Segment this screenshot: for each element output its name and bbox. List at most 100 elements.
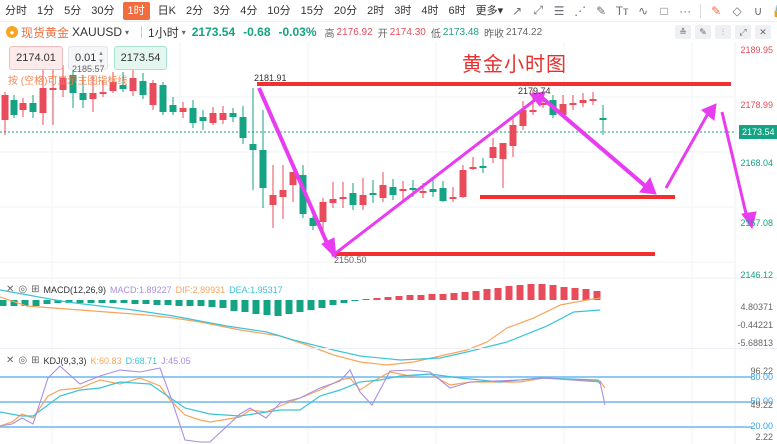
close-indicator-icon[interactable]: ✕ <box>6 284 15 295</box>
quantity-stepper[interactable]: ▲ ▼ <box>98 51 104 65</box>
dif-value: DIF:2.89931 <box>175 284 226 295</box>
price-change-pct: -0.03% <box>278 25 317 39</box>
macd-value: MACD:1.89227 <box>110 284 172 295</box>
d-value: D:68.71 <box>125 355 158 366</box>
quantity-input[interactable]: 0.01 ▲ ▼ <box>68 46 108 70</box>
timeframe-tab[interactable]: 5分 <box>64 4 82 17</box>
y-axis-label: 2189.95 <box>740 45 773 55</box>
timeframe-tab[interactable]: 3时 <box>394 4 412 17</box>
high-label: 高 <box>324 28 335 40</box>
magnet-icon[interactable]: ∪ <box>753 3 763 18</box>
sell-price-button[interactable]: 2174.01 <box>9 46 63 70</box>
prev-close-value: 2174.22 <box>506 26 543 38</box>
y-axis-label: 2168.04 <box>740 158 773 168</box>
timeframe-list: 分时 1分 5分 30分 1时 日K 2分 3分 4分 10分 15分 20分 2时 3时 4时 6时 更多▾ <box>0 1 508 20</box>
kdj-axis-mid-b: 49.22 <box>750 400 773 410</box>
k-value: K:60.83 <box>90 355 122 366</box>
text-icon[interactable]: Tт <box>615 3 629 18</box>
fullscreen-button[interactable]: ⤢ <box>735 25 751 39</box>
timeframe-tab[interactable]: 日K <box>157 4 176 17</box>
buy-price-button[interactable]: 2173.54 <box>114 46 167 70</box>
recent-high-annotation: 2179.74 <box>518 86 551 96</box>
high-annotation: 2181.91 <box>254 73 287 83</box>
price-change: -0.68 <box>243 25 271 39</box>
prev-close-label: 昨收 <box>484 28 504 40</box>
open-label: 开 <box>377 28 388 40</box>
symbol-info-row: ● 现货黄金 XAUUSD ▾ 1小时 ▾ 2173.54 -0.68 -0.0… <box>0 22 777 42</box>
prior-high-label: 2185.57 <box>72 64 105 74</box>
chart-title: 黄金小时图 <box>462 54 567 76</box>
symbol-name-cn[interactable]: 现货黄金 <box>21 25 70 40</box>
collapse-icon[interactable]: ⊞ <box>31 355 40 366</box>
indicator-button[interactable]: ≙ <box>675 25 691 39</box>
quantity-value: 0.01 <box>75 52 97 64</box>
dea-value: DEA:1.95317 <box>229 284 283 295</box>
j-value: J:45.05 <box>161 355 191 366</box>
close-indicator-icon[interactable]: ✕ <box>6 355 15 366</box>
draw-button[interactable]: ✎ <box>695 25 711 39</box>
collapse-icon[interactable]: ⊞ <box>31 284 40 295</box>
fan-icon[interactable]: ⋰ <box>574 3 587 18</box>
panel-buttons: ≙ ✎ ⫶ ⤢ ✕ <box>675 25 771 39</box>
macd-axis-label: -0.44221 <box>737 320 773 330</box>
timeframe-tab[interactable]: 3分 <box>213 4 231 17</box>
keyboard-hint: 按 (空格)可显示主图指标线 <box>8 76 128 87</box>
timeframe-tab[interactable]: 1分 <box>37 4 55 17</box>
symbol-code[interactable]: XAUUSD <box>72 25 123 39</box>
wave-icon[interactable]: ∿ <box>638 3 649 18</box>
low-label: 低 <box>430 28 441 40</box>
interval-dropdown-icon[interactable]: ▾ <box>181 27 186 37</box>
extended-line-icon[interactable]: ⤢ <box>533 3 543 17</box>
eraser-icon[interactable]: ◇ <box>732 3 742 18</box>
timeframe-tab[interactable]: 2分 <box>185 4 204 17</box>
chart-canvas[interactable] <box>0 42 777 444</box>
ray-line-icon[interactable]: ↗ <box>512 3 523 18</box>
settings-icon[interactable]: ◎ <box>18 284 28 295</box>
macd-name: MACD(12,26,9) <box>43 284 107 295</box>
y-axis-label: 2178.99 <box>740 100 773 110</box>
high-value: 2176.92 <box>336 26 373 38</box>
kdj-name: KDJ(9,3,3) <box>43 355 87 366</box>
brush-icon[interactable]: ✎ <box>596 3 607 18</box>
kdj-axis-mid: 50.00 <box>750 396 773 406</box>
low-value: 2173.48 <box>442 26 479 38</box>
last-price: 2173.54 <box>191 25 236 39</box>
kdj-axis-lower: 20.00 <box>750 421 773 431</box>
interval-select[interactable]: 1小时 <box>148 25 179 40</box>
divider <box>141 26 143 38</box>
close-button[interactable]: ✕ <box>755 25 771 39</box>
macd-axis-label: 4.80371 <box>740 302 773 312</box>
lock-icon[interactable]: 🔓 <box>770 2 777 20</box>
timeframe-tab[interactable]: 4分 <box>240 4 258 17</box>
timeframe-tab[interactable]: 4时 <box>421 4 439 17</box>
timeframe-tab[interactable]: 1时 <box>122 1 150 20</box>
divider <box>0 348 777 349</box>
symbol-dropdown-icon[interactable]: ▾ <box>125 27 130 37</box>
timeframe-tab[interactable]: 更多▾ <box>475 4 504 17</box>
macd-axis-label: -5.68813 <box>737 338 773 348</box>
price-range-icon[interactable]: ☰ <box>553 3 565 18</box>
more-icon[interactable]: ··· <box>679 3 692 18</box>
kdj-axis-max: 96.22 <box>750 366 773 376</box>
timeframe-tab[interactable]: 20分 <box>333 4 358 17</box>
y-axis-label: 2146.12 <box>740 270 773 280</box>
macd-header: ✕ ◎ ⊞ MACD(12,26,9) MACD:1.89227 DIF:2.8… <box>6 284 283 295</box>
current-price-tag: 2173.54 <box>739 125 777 139</box>
open-value: 2174.30 <box>389 26 426 38</box>
rectangle-icon[interactable]: □ <box>660 3 668 18</box>
kdj-axis-min: 2.22 <box>755 432 773 442</box>
drawing-toolbar: ↗⤢☰⋰✎Tт∿□···✎◇∪🔓◉🗑 <box>508 2 777 20</box>
candle-type-button[interactable]: ⫶ <box>715 25 731 39</box>
timeframe-tab[interactable]: 分时 <box>5 4 27 17</box>
settings-icon[interactable]: ◎ <box>18 355 28 366</box>
gold-coin-icon: ● <box>6 26 18 38</box>
timeframe-tab[interactable]: 30分 <box>91 4 115 17</box>
timeframe-tab[interactable]: 10分 <box>267 4 291 17</box>
edit-drawing-icon[interactable]: ✎ <box>711 3 722 18</box>
timeframe-tab[interactable]: 2时 <box>367 4 385 17</box>
timeframe-tab[interactable]: 15分 <box>300 4 324 17</box>
timeframe-tab[interactable]: 6时 <box>448 4 466 17</box>
divider <box>700 3 702 18</box>
timeframe-toolbar: 分时 1分 5分 30分 1时 日K 2分 3分 4分 10分 15分 20分 2时 3时 4时 6时 更多▾ … <box>0 0 777 22</box>
